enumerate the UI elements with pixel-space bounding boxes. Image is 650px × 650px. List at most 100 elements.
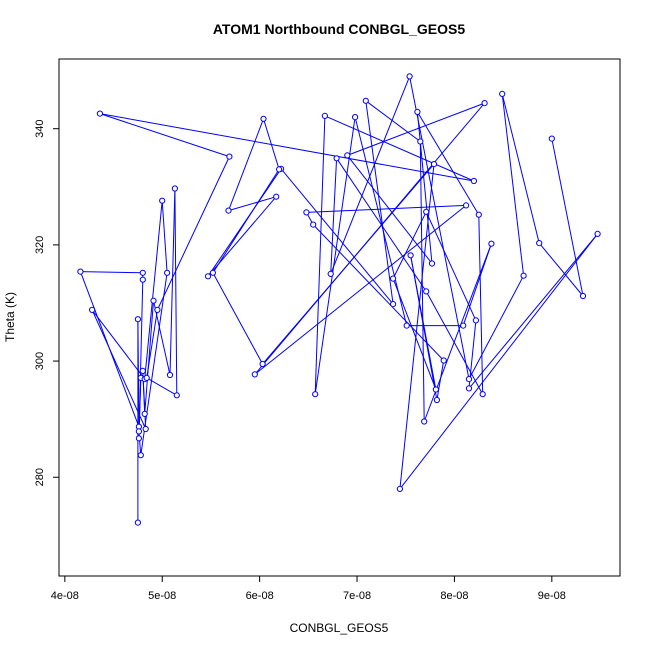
data-point [352, 114, 359, 121]
series-segment [146, 377, 178, 396]
series-segment [144, 200, 163, 380]
data-point [139, 276, 146, 283]
data-point [428, 260, 436, 267]
series-segment [330, 76, 411, 275]
series-points [77, 73, 601, 526]
data-point [134, 519, 141, 526]
x-tick-label: 9e-08 [538, 590, 566, 602]
data-point [417, 138, 424, 145]
data-point [251, 371, 258, 378]
data-point [440, 357, 447, 364]
series-segment [212, 169, 280, 274]
data-point [159, 197, 166, 204]
series-segment [409, 76, 470, 380]
series-segment [399, 233, 598, 490]
data-point [423, 208, 430, 215]
data-point [499, 90, 506, 98]
data-point [390, 301, 397, 308]
data-point [407, 252, 414, 259]
data-point [460, 322, 467, 329]
x-tick-label: 4e-08 [51, 590, 79, 602]
series-segment [324, 115, 475, 182]
y-axis-label: Theta (K) [3, 292, 17, 342]
series-segment [91, 309, 147, 430]
series-segment [169, 188, 176, 376]
data-point [327, 270, 334, 277]
series-segment [314, 117, 356, 395]
data-point [344, 152, 351, 159]
data-point [465, 385, 473, 392]
x-tick-label: 8e-08 [440, 590, 468, 602]
data-point [259, 360, 266, 368]
series-segment [551, 138, 584, 297]
data-point [150, 297, 157, 304]
series-segment [468, 233, 598, 389]
series-segment [478, 214, 484, 395]
series-segment [91, 309, 146, 380]
data-point [390, 275, 397, 282]
series-segment [365, 100, 394, 305]
series-segment [174, 188, 178, 396]
data-point [96, 110, 104, 117]
series-segment [99, 113, 474, 182]
data-point [463, 202, 470, 209]
data-point [139, 367, 146, 374]
x-tick-label: 6e-08 [246, 590, 274, 602]
series-segment [144, 300, 154, 414]
series-segment [501, 93, 525, 276]
series-segment [254, 205, 467, 375]
series-segment [347, 102, 485, 156]
data-point [548, 135, 555, 142]
data-point [396, 485, 403, 492]
series-segment [137, 319, 140, 427]
y-tick-label: 280 [34, 468, 46, 486]
data-point [134, 316, 141, 323]
series-segment [312, 224, 445, 361]
series-segment [146, 309, 158, 378]
data-point [142, 425, 149, 433]
data-point [594, 230, 601, 237]
x-axis: 4e-08 5e-08 6e-08 7e-08 8e-08 9e-08 [51, 575, 566, 602]
data-point [520, 272, 527, 279]
data-point [421, 418, 428, 425]
series-segment [416, 111, 433, 264]
data-point [135, 435, 142, 442]
data-point [321, 112, 328, 120]
data-point [433, 396, 440, 404]
data-point [333, 155, 340, 162]
data-point [579, 292, 587, 300]
plot-area [58, 58, 621, 577]
data-point [481, 100, 488, 107]
series-segment [346, 155, 433, 264]
data-point [465, 376, 473, 383]
series-segment [314, 115, 326, 395]
y-tick-label: 320 [34, 236, 46, 254]
data-point [209, 269, 216, 276]
series-segment [330, 158, 338, 274]
series-segment [416, 111, 480, 215]
series-segment [425, 211, 477, 321]
data-point [310, 221, 317, 228]
data-point [423, 288, 430, 295]
series-segment [538, 242, 584, 297]
data-point [139, 269, 146, 276]
series-segment [501, 93, 540, 244]
series-segment [161, 200, 168, 273]
series-segment [436, 360, 445, 401]
series-segment [156, 156, 230, 311]
series-segment [392, 211, 427, 279]
data-point [154, 306, 161, 313]
series-segment [410, 255, 438, 401]
data-point [143, 374, 150, 381]
data-point [472, 317, 479, 324]
y-axis: 280 300 320 340 [34, 120, 60, 486]
series-segment [425, 291, 484, 395]
x-tick-label: 7e-08 [343, 590, 371, 602]
y-tick-label: 340 [34, 120, 46, 138]
series-lines [79, 76, 598, 523]
x-tick-label: 5e-08 [148, 590, 176, 602]
data-point [430, 161, 438, 168]
data-point [362, 97, 369, 104]
x-axis-label: CONBGL_GEOS5 [290, 621, 389, 635]
